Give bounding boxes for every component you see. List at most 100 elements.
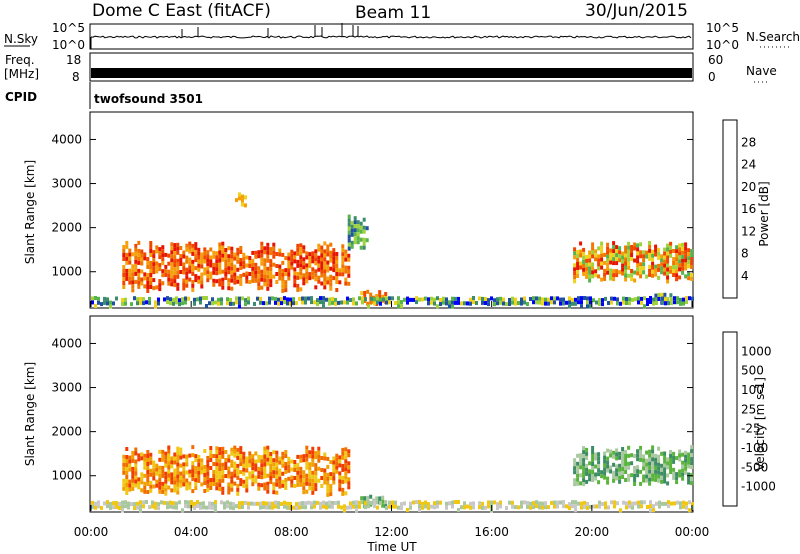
velocity-cell bbox=[338, 471, 342, 476]
velocity-cell bbox=[248, 451, 252, 456]
velocity-cell bbox=[179, 447, 183, 452]
power-cell bbox=[227, 270, 231, 275]
velocity-cell bbox=[684, 470, 688, 475]
power-cell bbox=[350, 232, 354, 237]
velocity-cell bbox=[606, 448, 610, 453]
power-cell bbox=[685, 296, 688, 300]
power-cell bbox=[229, 301, 232, 306]
power-cell bbox=[335, 264, 339, 268]
power-cell bbox=[442, 300, 445, 305]
power-cell bbox=[263, 250, 267, 255]
velocity-cell bbox=[248, 459, 252, 464]
velocity-cell bbox=[305, 473, 309, 478]
power-cbar-border bbox=[722, 119, 738, 299]
velocity-cell bbox=[672, 455, 676, 460]
velocity-cell bbox=[211, 505, 214, 510]
velocity-cell bbox=[146, 462, 150, 466]
velocity-cell bbox=[182, 478, 186, 483]
velocity-cell bbox=[367, 500, 370, 505]
power-cell bbox=[224, 264, 228, 268]
velocity-cell bbox=[344, 475, 348, 480]
power-cell bbox=[197, 247, 201, 252]
velocity-cell bbox=[418, 500, 421, 504]
velocity-cell bbox=[394, 500, 397, 505]
xtick-label: 08:00 bbox=[274, 525, 309, 539]
power-cell bbox=[128, 280, 132, 285]
velocity-cell bbox=[227, 490, 231, 495]
velocity-cell bbox=[263, 458, 267, 463]
velocity-cell bbox=[585, 471, 589, 476]
velocity-cell bbox=[627, 445, 631, 450]
power-cell bbox=[203, 259, 207, 264]
power-cell bbox=[122, 273, 126, 277]
power-cell bbox=[221, 245, 225, 250]
power-cell bbox=[215, 259, 219, 264]
power-cell bbox=[149, 241, 153, 245]
velocity-cell bbox=[167, 457, 171, 462]
power-cell bbox=[660, 254, 664, 259]
power-cell bbox=[481, 296, 484, 301]
power-cell bbox=[594, 269, 598, 274]
power-cell bbox=[329, 258, 333, 263]
velocity-cell bbox=[681, 452, 685, 457]
power-cell bbox=[606, 242, 610, 247]
power-cell bbox=[376, 296, 379, 301]
velocity-cell bbox=[125, 459, 129, 463]
power-cell bbox=[319, 296, 322, 301]
velocity-cell bbox=[140, 472, 144, 477]
power-cell bbox=[194, 258, 198, 263]
power-cell bbox=[481, 300, 484, 305]
velocity-cell bbox=[591, 462, 595, 466]
power-cell bbox=[239, 258, 243, 262]
power-cell bbox=[305, 267, 309, 272]
power-cell bbox=[323, 253, 327, 258]
velocity-cell bbox=[314, 463, 318, 468]
velocity-cell bbox=[630, 473, 634, 478]
velocity-cell bbox=[645, 478, 649, 483]
power-cell bbox=[675, 273, 679, 278]
power-cell bbox=[146, 277, 150, 281]
power-cell bbox=[224, 252, 228, 256]
power-cell bbox=[266, 274, 270, 279]
velocity-cell bbox=[574, 500, 577, 505]
power-cell bbox=[302, 265, 306, 270]
velocity-cell bbox=[341, 447, 345, 452]
velocity-cell bbox=[550, 500, 553, 505]
power-cell bbox=[241, 198, 244, 203]
power-cell bbox=[598, 298, 601, 302]
power-cell bbox=[154, 300, 157, 305]
power-cell bbox=[573, 275, 577, 280]
power-cell bbox=[359, 237, 363, 242]
velocity-cell bbox=[663, 459, 667, 464]
power-cell bbox=[603, 272, 607, 277]
velocity-cell bbox=[176, 490, 180, 495]
power-cell bbox=[140, 261, 144, 266]
power-cell bbox=[170, 262, 174, 267]
power-cell bbox=[612, 257, 616, 262]
power-cell bbox=[675, 277, 679, 282]
velocity-cell bbox=[170, 460, 174, 465]
velocity-cell bbox=[269, 460, 273, 464]
power-cell bbox=[487, 298, 490, 303]
power-cell bbox=[322, 300, 325, 305]
velocity-cell bbox=[591, 446, 595, 450]
power-cell bbox=[496, 297, 499, 302]
velocity-cell bbox=[332, 460, 336, 465]
power-cell bbox=[347, 242, 351, 247]
velocity-cell bbox=[610, 500, 613, 505]
power-cell bbox=[224, 248, 228, 252]
velocity-cell bbox=[221, 462, 225, 467]
power-cell bbox=[591, 246, 595, 251]
velocity-cell bbox=[640, 500, 643, 505]
power-cell bbox=[573, 263, 577, 268]
velocity-cell bbox=[272, 450, 276, 455]
velocity-cell bbox=[684, 454, 688, 459]
power-cell bbox=[350, 228, 354, 233]
velocity-cell bbox=[158, 465, 162, 470]
velocity-cell bbox=[618, 475, 622, 480]
power-cell bbox=[296, 243, 300, 248]
velocity-cell bbox=[125, 491, 129, 495]
velocity-cell bbox=[170, 472, 174, 477]
power-cell bbox=[323, 281, 327, 286]
power-cell bbox=[331, 296, 334, 301]
